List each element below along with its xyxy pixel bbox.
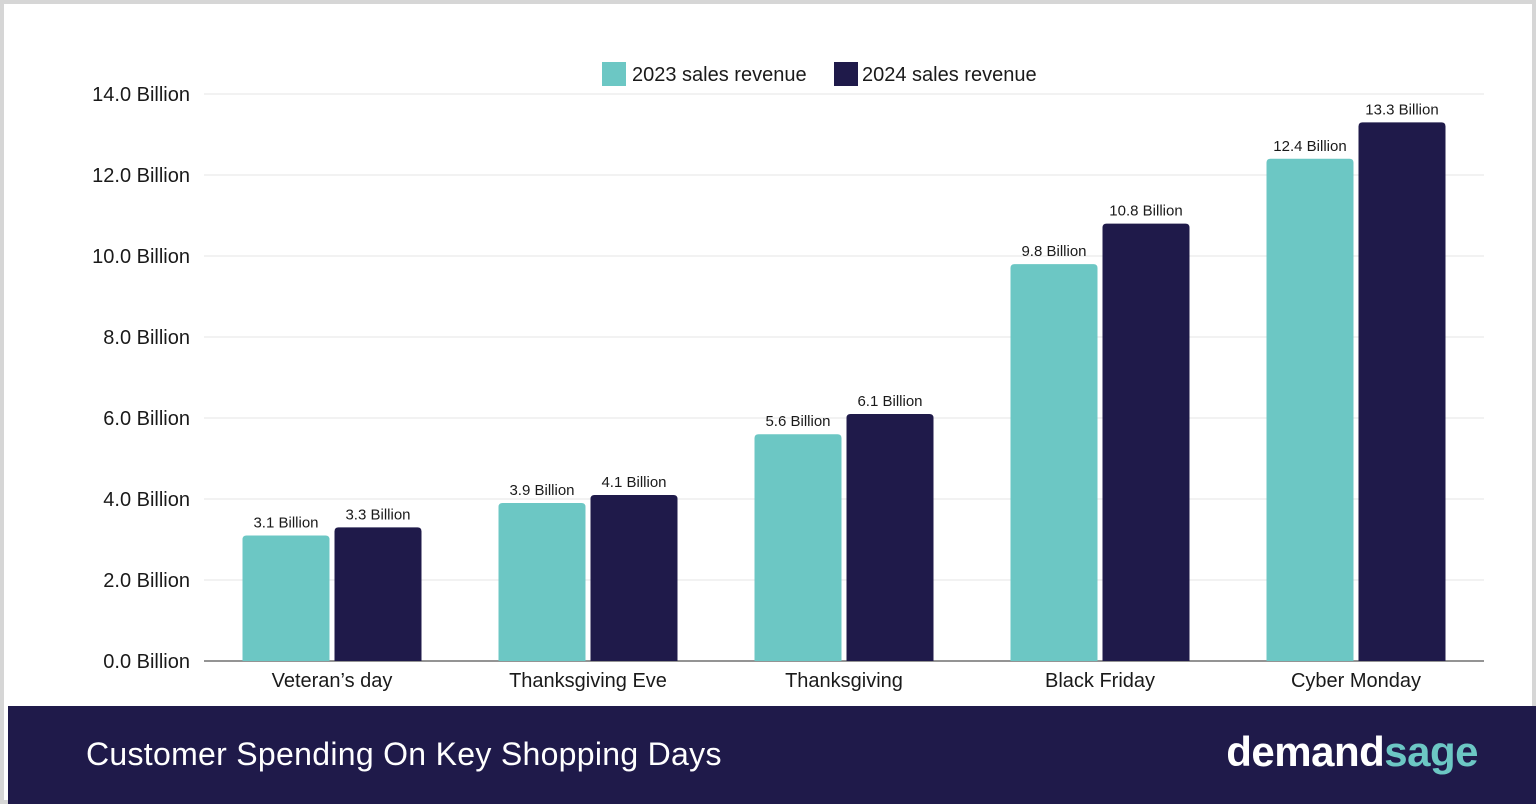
data-label: 6.1 Billion [857, 393, 922, 410]
bar [590, 494, 678, 661]
data-label: 3.1 Billion [253, 514, 318, 531]
y-tick-label: 6.0 Billion [103, 408, 190, 430]
brand-logo: demandsage [1226, 728, 1478, 776]
brand-logo-part1: demand [1226, 728, 1385, 775]
x-tick-label: Cyber Monday [1291, 670, 1421, 692]
legend-label: 2024 sales revenue [862, 64, 1037, 86]
y-tick-label: 2.0 Billion [103, 570, 190, 592]
bar [1358, 122, 1446, 662]
bar [498, 503, 586, 661]
bar [1102, 223, 1190, 661]
footer-banner: Customer Spending On Key Shopping Days d… [8, 706, 1536, 804]
data-label: 4.1 Billion [601, 474, 666, 491]
data-label: 3.3 Billion [345, 506, 410, 523]
legend-label: 2023 sales revenue [632, 64, 807, 86]
legend-swatch [602, 62, 626, 86]
y-tick-label: 0.0 Billion [103, 651, 190, 673]
data-label: 12.4 Billion [1273, 138, 1346, 155]
bar [754, 434, 842, 661]
x-tick-label: Veteran’s day [272, 670, 393, 692]
y-tick-label: 14.0 Billion [92, 84, 190, 106]
chart-title: Customer Spending On Key Shopping Days [86, 736, 722, 772]
y-tick-label: 12.0 Billion [92, 165, 190, 187]
data-label: 13.3 Billion [1365, 101, 1438, 118]
y-tick-label: 10.0 Billion [92, 246, 190, 268]
y-tick-label: 8.0 Billion [103, 327, 190, 349]
bar [846, 413, 934, 661]
data-label: 10.8 Billion [1109, 203, 1182, 220]
x-tick-label: Thanksgiving [785, 670, 903, 692]
bar [242, 535, 330, 661]
legend-swatch [834, 62, 858, 86]
data-label: 3.9 Billion [509, 482, 574, 499]
bar [1010, 264, 1098, 661]
y-tick-label: 4.0 Billion [103, 489, 190, 511]
data-label: 5.6 Billion [765, 413, 830, 430]
x-tick-label: Black Friday [1045, 670, 1155, 692]
data-label: 9.8 Billion [1021, 243, 1086, 260]
x-tick-label: Thanksgiving Eve [509, 670, 667, 692]
bar [1266, 158, 1354, 662]
brand-logo-part2: sage [1384, 728, 1478, 775]
bar [334, 527, 422, 661]
bar-chart: 0.0 Billion 2.0 Billion 4.0 Billion 6.0 Bil… [92, 62, 1484, 692]
